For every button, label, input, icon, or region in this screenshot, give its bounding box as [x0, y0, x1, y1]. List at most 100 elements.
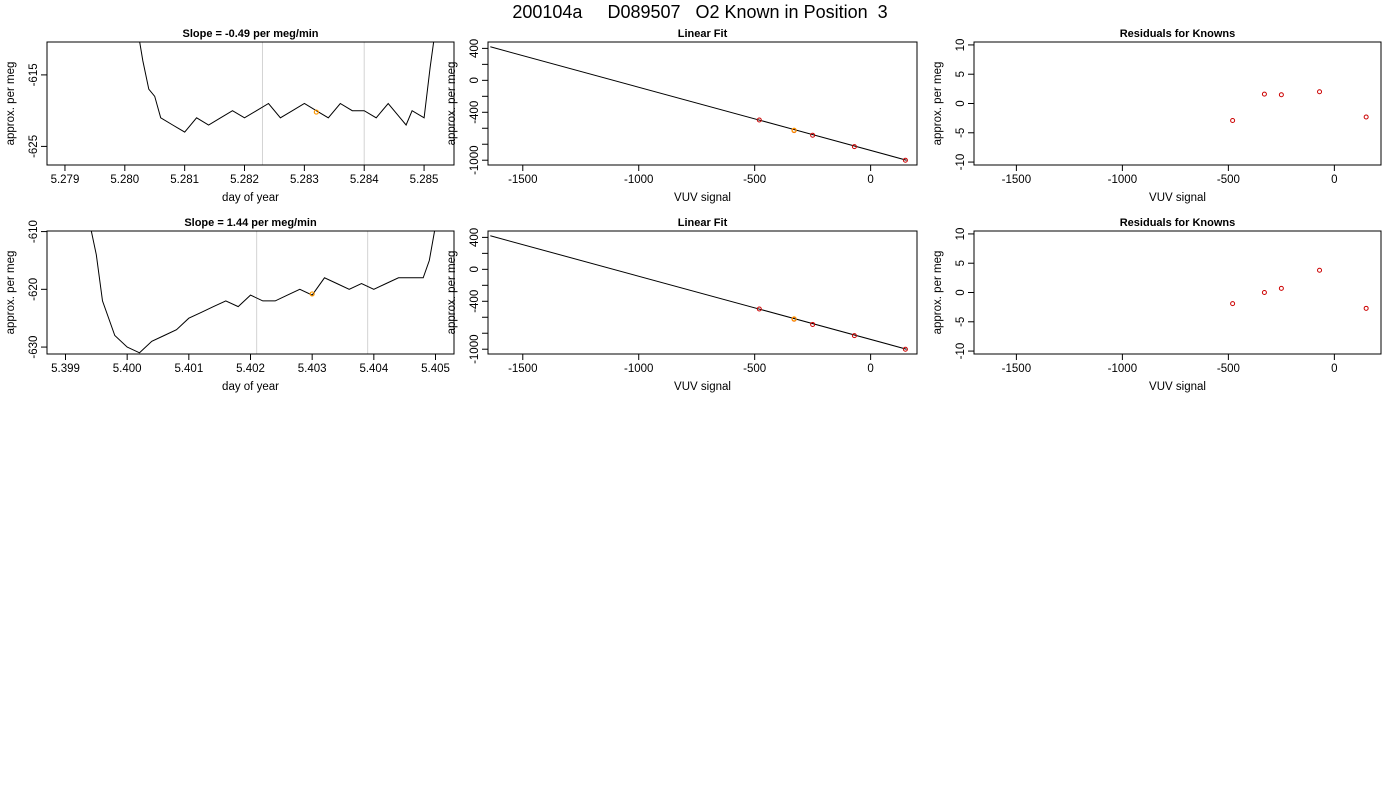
panel-6: Residuals for Knowns -1500 -1000 -500 0 -10 -5…: [932, 217, 1382, 393]
x-tick-label: 5.404: [359, 363, 388, 375]
sample-point: [309, 291, 315, 297]
panel-1: Slope = -0.49 per meg/min 5.279 5.280 5.281…: [5, 28, 455, 204]
plot-frame: [46, 41, 455, 166]
panel-title: Linear Fit: [678, 217, 728, 229]
y-tick-label: -10: [955, 154, 967, 171]
y-tick-label: -630: [28, 336, 40, 359]
x-tick-label: 5.403: [298, 363, 327, 375]
x-tick-label: -500: [1217, 174, 1240, 186]
x-tick-label: -500: [1217, 363, 1240, 375]
panel-title: Linear Fit: [678, 28, 728, 40]
x-tick-label: -500: [743, 363, 766, 375]
y-tick-label: -625: [28, 135, 40, 158]
x-tick-label: 5.400: [113, 363, 142, 375]
panel-title: Slope = 1.44 per meg/min: [184, 217, 317, 229]
x-tick-label: 5.280: [110, 174, 139, 186]
panel-4: Slope = 1.44 per meg/min 5.399 5.400 5.401 5…: [5, 217, 455, 393]
y-tick-label: -10: [955, 343, 967, 360]
y-tick-label: -400: [469, 101, 481, 124]
y-tick-label: 10: [955, 228, 967, 241]
plot-area: [1230, 89, 1369, 123]
x-tick-label: 5.401: [174, 363, 203, 375]
plot-frame: [973, 230, 1382, 355]
sample-point: [791, 316, 797, 322]
x-tick-label: 5.402: [236, 363, 265, 375]
data-trace: [139, 42, 435, 133]
y-tick-label: 0: [955, 100, 967, 106]
plot-frame: [487, 230, 918, 355]
fit-line: [490, 46, 907, 161]
y-axis-label: approx. per meg: [932, 251, 944, 335]
known-point: [1278, 285, 1284, 291]
known-point: [851, 144, 857, 150]
sample-point: [791, 127, 797, 133]
y-axis-label: approx. per meg: [5, 251, 17, 335]
x-axis-label: VUV signal: [674, 192, 731, 204]
y-axis-label: approx. per meg: [5, 62, 17, 146]
known-point: [1363, 305, 1369, 311]
known-point: [851, 333, 857, 339]
y-axis-label: approx. per meg: [446, 62, 458, 146]
panel-2: Linear Fit -1500 -1000 -500 0 -1000 -400 0 400 VU…: [446, 28, 918, 204]
plot-area: [139, 42, 435, 165]
y-tick-label: -1000: [469, 334, 481, 363]
known-point: [1317, 89, 1323, 95]
x-tick-label: 5.285: [410, 174, 439, 186]
x-tick-label: -1500: [508, 174, 537, 186]
plot-area: [90, 231, 436, 354]
y-tick-label: -400: [469, 290, 481, 313]
y-axis-label: approx. per meg: [932, 62, 944, 146]
known-point: [1261, 91, 1267, 97]
panel-title: Residuals for Knowns: [1120, 217, 1236, 229]
y-tick-label: 10: [955, 39, 967, 52]
x-tick-label: 5.279: [51, 174, 80, 186]
plot-area: [1230, 267, 1369, 311]
panel-title: Slope = -0.49 per meg/min: [182, 28, 318, 40]
x-tick-label: -1000: [1108, 363, 1137, 375]
x-axis-label: VUV signal: [674, 381, 731, 393]
x-tick-label: -500: [743, 174, 766, 186]
x-tick-label: -1500: [508, 363, 537, 375]
x-tick-label: 0: [867, 174, 873, 186]
x-tick-label: 0: [1331, 363, 1337, 375]
plot-frame: [46, 230, 455, 355]
known-point: [756, 306, 762, 312]
x-tick-label: 5.283: [290, 174, 319, 186]
panel-3: Residuals for Knowns -1500 -1000 -500 0 -10 -5…: [932, 28, 1382, 204]
known-point: [1230, 301, 1236, 307]
known-point: [902, 346, 908, 352]
panel-5: Linear Fit -1500 -1000 -500 0 -1000 -400 0 400 VU…: [446, 217, 918, 393]
x-tick-label: -1000: [624, 363, 653, 375]
data-trace: [90, 231, 436, 354]
known-point: [810, 132, 816, 138]
x-tick-label: 5.284: [350, 174, 379, 186]
x-tick-label: 0: [867, 363, 873, 375]
x-tick-label: 5.399: [51, 363, 80, 375]
plot-area: [490, 46, 908, 163]
y-tick-label: -5: [955, 317, 967, 327]
y-tick-label: -1000: [469, 145, 481, 174]
x-tick-label: 5.282: [230, 174, 259, 186]
x-tick-label: 0: [1331, 174, 1337, 186]
y-tick-label: 5: [955, 260, 967, 266]
y-tick-label: 5: [955, 71, 967, 77]
known-point: [902, 157, 908, 163]
known-point: [810, 321, 816, 327]
x-axis-label: VUV signal: [1149, 381, 1206, 393]
known-point: [1230, 117, 1236, 123]
plot-area: [490, 235, 908, 352]
sample-point: [313, 109, 319, 115]
y-tick-label: -610: [28, 220, 40, 243]
x-axis-label: day of year: [222, 192, 279, 204]
y-tick-label: 0: [955, 289, 967, 295]
y-tick-label: -620: [28, 278, 40, 301]
y-tick-label: 0: [469, 77, 481, 83]
plot-frame: [487, 41, 918, 166]
y-tick-label: 400: [469, 39, 481, 58]
x-tick-label: -1000: [1108, 174, 1137, 186]
y-tick-label: -615: [28, 63, 40, 86]
known-point: [756, 117, 762, 123]
x-tick-label: 5.281: [170, 174, 199, 186]
known-point: [1363, 114, 1369, 120]
